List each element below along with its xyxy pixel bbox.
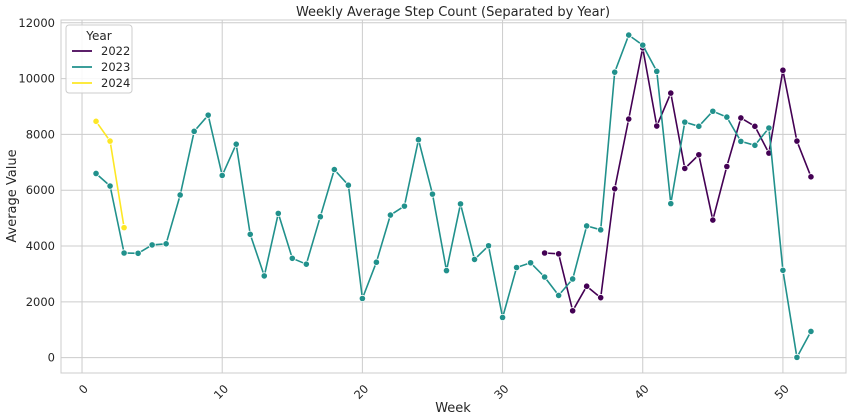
data-point [667, 89, 675, 97]
data-point [737, 137, 745, 145]
data-point [218, 171, 226, 180]
data-point [681, 118, 689, 126]
data-point [232, 140, 240, 148]
data-point [498, 313, 507, 322]
data-point [583, 222, 591, 230]
data-point [541, 273, 549, 281]
data-point [204, 111, 212, 119]
data-point [779, 66, 787, 74]
y-axis-ticks: 0 2000 4000 6000 8000 10000 12000 [18, 16, 55, 365]
series-2023 [92, 31, 815, 361]
data-point [400, 202, 409, 210]
data-point [148, 241, 156, 249]
series-2024 [92, 117, 128, 232]
legend-label: 2024 [101, 76, 130, 90]
data-point [807, 173, 815, 181]
data-point [470, 255, 479, 264]
data-point [569, 275, 577, 283]
data-point [625, 31, 633, 39]
data-point [625, 115, 633, 123]
data-point [709, 107, 717, 115]
y-tick-label: 0 [48, 351, 55, 365]
data-point [358, 294, 366, 303]
data-point [653, 122, 661, 130]
data-point [260, 272, 268, 280]
data-point [597, 294, 605, 302]
data-point [134, 249, 142, 257]
data-point [414, 136, 423, 144]
data-point [611, 185, 619, 193]
y-tick-label: 8000 [26, 127, 55, 141]
y-tick-label: 10000 [18, 72, 55, 86]
plot-frame [60, 19, 847, 374]
data-point [442, 266, 451, 275]
legend: Year 2022 2023 2024 [65, 24, 133, 94]
y-tick-label: 12000 [18, 16, 55, 30]
data-point [190, 127, 198, 135]
data-point [92, 117, 100, 125]
y-tick-label: 2000 [26, 295, 55, 309]
x-axis-ticks: 0 10 20 30 40 50 [76, 382, 792, 402]
y-tick-label: 6000 [26, 183, 55, 197]
data-point [639, 41, 647, 49]
x-axis-label: Week [435, 401, 471, 416]
data-point [765, 124, 773, 132]
grid [61, 20, 846, 373]
data-point [512, 263, 521, 272]
data-point [330, 165, 338, 174]
data-point [611, 68, 619, 76]
data-point [597, 226, 605, 234]
series-layer [92, 31, 815, 361]
data-point [541, 249, 549, 257]
data-point [807, 327, 815, 336]
data-point [288, 254, 296, 262]
chart-title: Weekly Average Step Count (Separated by … [296, 5, 610, 20]
data-point [681, 164, 689, 173]
legend-label: 2022 [101, 44, 130, 58]
data-point [120, 224, 128, 232]
data-point [779, 266, 787, 274]
data-point [695, 122, 703, 130]
data-point [106, 182, 114, 190]
legend-items: 2022 2023 2024 [72, 44, 130, 90]
data-point [569, 307, 577, 315]
data-point [723, 162, 731, 171]
series-line-2023 [95, 34, 812, 359]
legend-title: Year [85, 29, 111, 43]
data-point [667, 200, 675, 208]
data-point [555, 291, 563, 300]
data-point [106, 137, 114, 145]
data-point [344, 181, 352, 189]
data-point [386, 211, 395, 219]
data-point [274, 209, 282, 217]
y-tick-label: 4000 [26, 239, 55, 253]
data-point [695, 151, 703, 159]
data-point [751, 122, 759, 130]
data-point [751, 141, 759, 149]
data-point [162, 240, 170, 248]
data-point [526, 259, 535, 267]
legend-box [65, 24, 133, 94]
data-point [246, 230, 254, 238]
data-point [793, 353, 801, 361]
data-point [709, 216, 717, 224]
data-point [456, 200, 465, 208]
data-point [653, 67, 661, 75]
data-point [555, 250, 563, 258]
data-point [428, 190, 437, 198]
data-point [484, 242, 493, 250]
y-axis-label: Average Value [5, 149, 20, 242]
data-point [176, 191, 184, 199]
data-point [302, 260, 310, 268]
data-point [723, 113, 731, 121]
data-point [372, 258, 381, 266]
data-point [92, 169, 100, 178]
data-point [583, 282, 591, 290]
legend-label: 2023 [101, 60, 130, 74]
data-point [120, 249, 128, 257]
data-point [793, 137, 801, 145]
data-point [316, 213, 324, 221]
data-point [737, 114, 745, 122]
